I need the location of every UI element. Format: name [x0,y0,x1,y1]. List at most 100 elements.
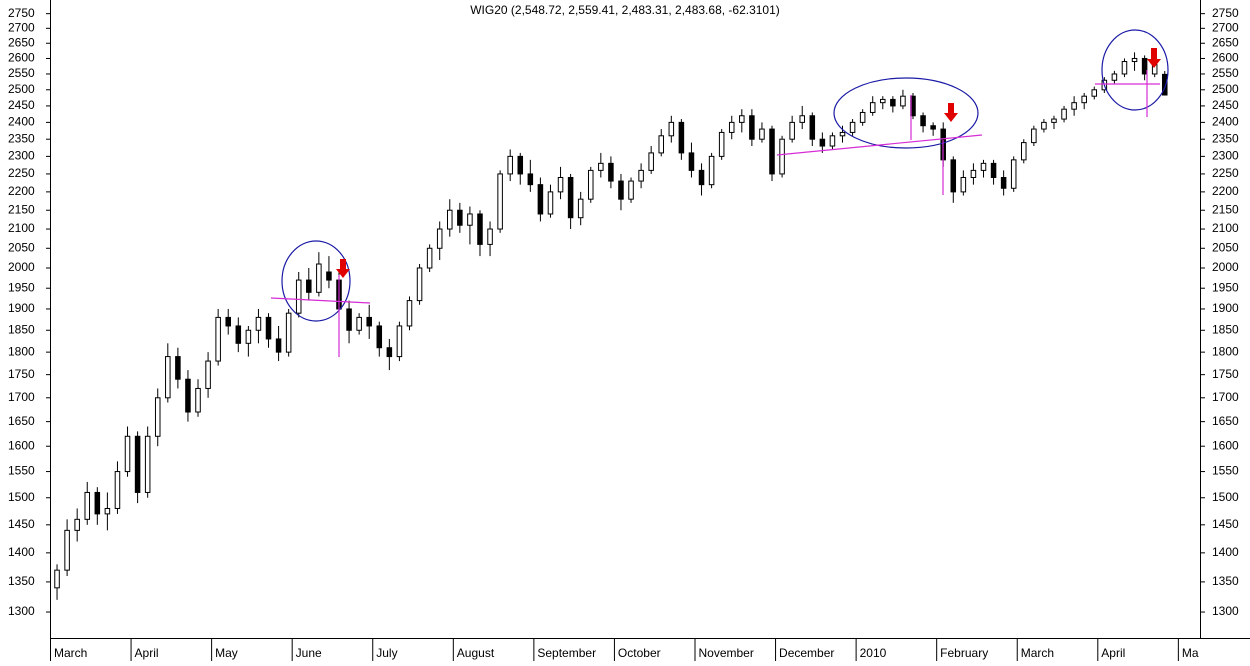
y-tick-label: 1500 [8,490,35,504]
y-tick-label: 1600 [8,438,35,452]
x-tick-label: March [1021,646,1054,660]
x-tick-label: May [215,646,238,660]
y-tick-label: 1950 [8,280,35,294]
candle-body [638,169,644,182]
candle-body [618,180,624,200]
candle-body [920,115,926,127]
candle-body [94,491,101,515]
y-tick-label-right: 1800 [1212,344,1239,358]
y-tick-label: 2000 [8,260,35,274]
annotation-line [776,134,983,156]
candle-body [487,228,493,245]
candle-body [859,111,866,123]
candle-body [1061,108,1067,120]
chart-title: WIG20 (2,548.72, 2,559.41, 2,483.31, 2,4… [470,3,780,17]
candle-body [366,316,372,327]
candle-body [245,329,252,344]
y-tick-label: 2400 [8,115,35,129]
annotation-circle [281,240,351,322]
x-tick-label: November [698,646,753,660]
candle-body [1010,159,1017,189]
y-tick-label: 1650 [8,414,35,428]
candle-body [457,209,463,226]
y-tick-label: 1350 [8,574,35,588]
y-tick-label-right: 2650 [1212,35,1239,49]
y-tick-label: 1800 [8,344,35,358]
candle-body [154,397,161,437]
candle-body [436,228,443,249]
candle-body [386,347,393,358]
candle-body [54,569,60,589]
y-tick-label-right: 1450 [1212,517,1239,531]
candle-body [739,115,745,123]
candle-body [265,316,272,340]
candle-body [316,263,322,293]
x-tick-label: July [376,646,397,660]
candle-body [1051,118,1057,123]
candle-body [567,176,574,219]
candle-body [235,325,242,344]
candle-body [658,135,665,154]
candle-body [577,198,584,219]
annotation-arrow [336,259,350,278]
y-tick-label-right: 1650 [1212,414,1239,428]
candle-body [980,162,987,171]
candle-body [839,131,846,137]
candle-body [165,356,171,399]
y-tick-label-right: 2500 [1212,82,1239,96]
y-tick-label-right: 2150 [1212,202,1239,216]
candle-body [849,121,856,133]
candle-body [1081,95,1087,104]
plot-area [54,52,1168,600]
candle-body [890,98,896,107]
candle-body [698,169,705,186]
candle-body [356,316,362,331]
candle-body [205,360,211,389]
y-tick-label: 2550 [8,66,35,80]
candle-body [759,128,765,140]
candle-body [426,247,433,269]
candle-body [406,300,413,327]
candle-body [346,308,352,331]
y-tick-label: 2250 [8,166,35,180]
candle-body [396,325,403,358]
y-tick-label-right: 1350 [1212,574,1239,588]
candle-body [306,279,312,293]
y-tick-label: 1300 [8,604,35,618]
x-tick-label: 2010 [860,646,887,660]
candle-body [64,529,70,571]
y-tick-label: 2200 [8,184,35,198]
y-tick-label: 1450 [8,517,35,531]
annotation-arrow [1147,48,1161,68]
annotation-circle [1101,29,1169,111]
candle-body [104,507,111,515]
candle-body [215,316,221,362]
x-tick-label: June [296,646,322,660]
candle-body [688,152,695,171]
candle-body [1000,176,1007,189]
x-tick-label: February [940,646,988,660]
y-tick-label-right: 1850 [1212,322,1239,336]
y-tick-label: 1850 [8,322,35,336]
y-tick-label-right: 1300 [1212,604,1239,618]
candle-body [416,267,423,302]
y-tick-label-right: 1400 [1212,545,1239,559]
candle-body [255,316,262,331]
candle-body [1121,61,1128,75]
candle-body [1091,89,1098,97]
candle-body [185,378,191,413]
candle-body [477,213,483,245]
annotation-line [270,297,371,304]
candle-body [930,125,936,130]
candle-body [326,271,332,281]
candle-body [749,115,755,140]
x-tick-label: April [135,646,159,660]
y-tick-label: 1750 [8,367,35,381]
candle-body [467,213,473,226]
y-tick-label-right: 2750 [1212,6,1239,20]
candle-body [175,356,181,380]
y-tick-label: 2350 [8,131,35,145]
candle-body [869,102,876,113]
x-tick-label: Ma [1182,646,1199,660]
